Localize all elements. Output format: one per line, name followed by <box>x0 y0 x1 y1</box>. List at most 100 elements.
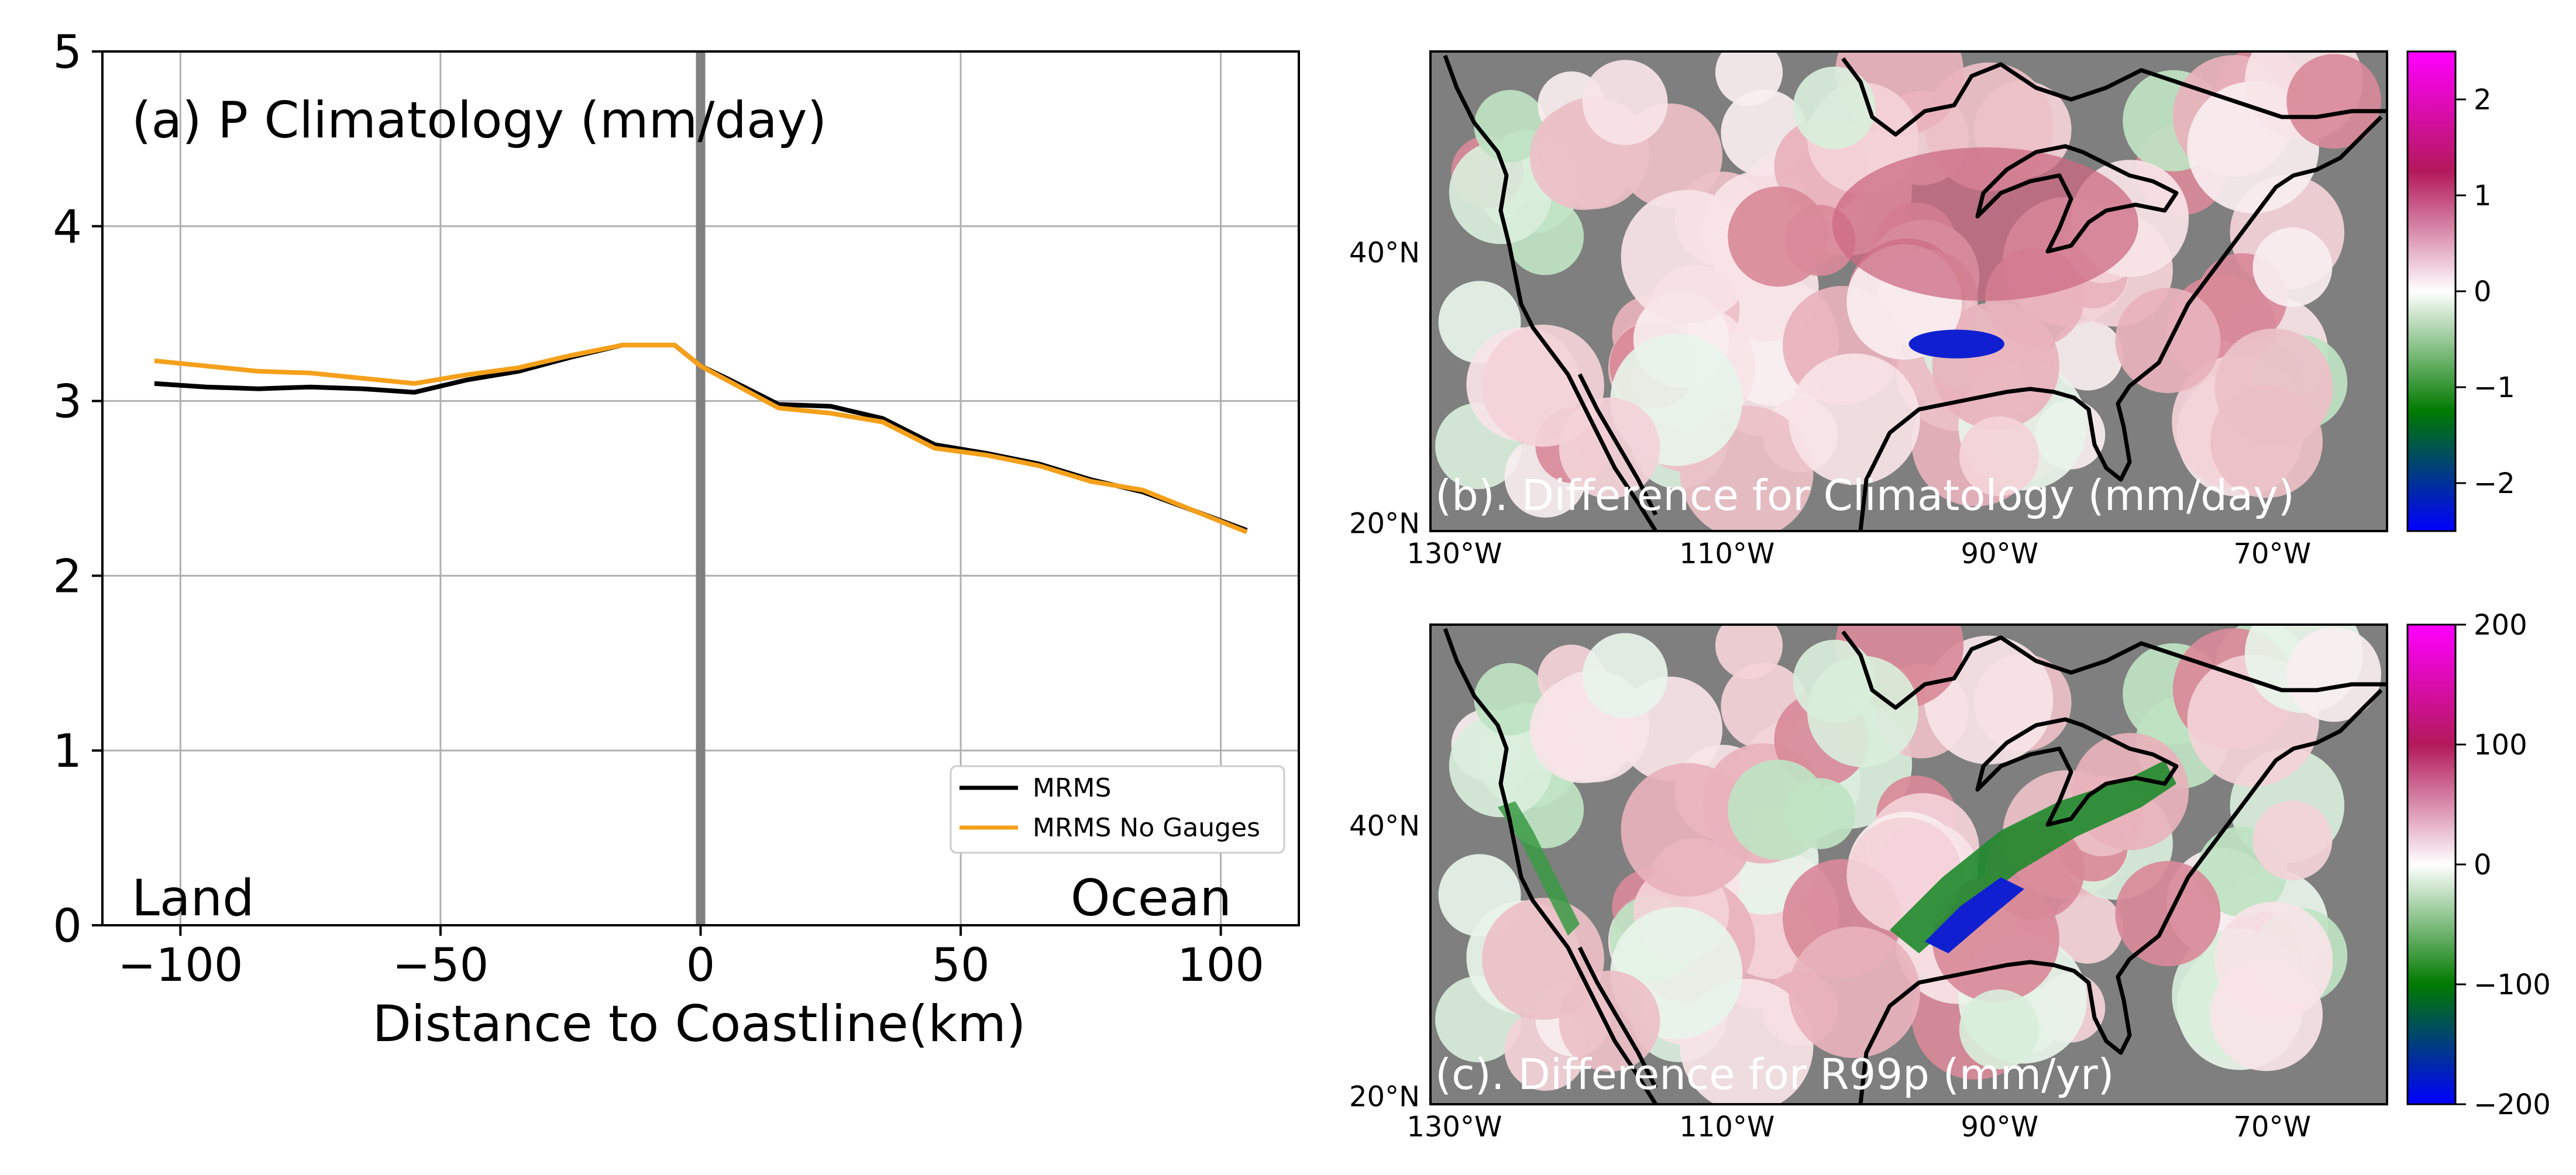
map-c-green-band <box>1890 760 2176 953</box>
precip-anomaly-patch <box>1789 926 1920 1058</box>
colorbar-tick-label: 2 <box>2474 84 2492 116</box>
x-tick-label: 50 <box>931 939 989 992</box>
map-c-title: (c). Difference for R99p (mm/yr) <box>1435 1050 2114 1099</box>
map-c-blue-band <box>1925 877 2024 953</box>
map-c-west-green <box>1498 801 1580 936</box>
colorbar-tick-label: −1 <box>2474 371 2515 404</box>
y-tick-label: 0 <box>53 900 82 953</box>
map-c-coastlines <box>1443 628 2387 1104</box>
y-tick-label: 5 <box>53 26 82 79</box>
precip-anomaly-patch <box>1582 633 1668 719</box>
y-tick-label: 2 <box>53 550 82 603</box>
y-tick-label: 3 <box>53 376 82 429</box>
map-x-tick-label: 70°W <box>2234 1111 2312 1143</box>
legend-box <box>950 765 1285 854</box>
map-x-tick-label: 90°W <box>1961 1111 2039 1143</box>
map-b-y-tick-labels: 40°N 20°N <box>1349 236 1420 540</box>
panel-a-title: (a) P Climatology (mm/day) <box>132 91 827 150</box>
y-tick-label: 4 <box>53 201 82 254</box>
colorbar-tick-label: 200 <box>2474 609 2527 642</box>
x-axis-label: Distance to Coastline(km) <box>373 995 1026 1053</box>
map-x-tick-label: 130°W <box>1406 537 1502 570</box>
map-y-tick-label: 40°N <box>1349 236 1420 269</box>
map-c-gulf-coast <box>1858 688 2383 1104</box>
map-b-baja <box>1577 373 1658 516</box>
precip-anomaly-patch <box>1715 51 1783 106</box>
map-c-great-lakes <box>1975 717 2179 827</box>
map-x-tick-label: 110°W <box>1679 537 1774 570</box>
map-y-tick-label: 20°N <box>1349 1081 1420 1114</box>
colorbar-b <box>2406 50 2457 532</box>
precip-anomaly-patch <box>1959 416 2040 497</box>
map-x-tick-label: 130°W <box>1406 1111 1502 1143</box>
precip-anomaly-patch <box>1715 625 1783 680</box>
colorbar-tick-label: 100 <box>2474 729 2527 761</box>
colorbar-tick-label: 0 <box>2474 849 2492 881</box>
precip-anomaly-patch <box>2286 54 2382 149</box>
precip-anomaly-patch <box>1621 189 1755 323</box>
colorbar-b-ticks: 2 1 0 −1 −2 <box>2455 84 2515 500</box>
legend: MRMS MRMS No Gauges <box>950 765 1285 854</box>
map-b-great-lakes <box>1975 144 2179 254</box>
x-tick-labels: −100 −50 0 50 100 <box>118 925 1264 992</box>
map-b-west-coast <box>1443 54 1657 531</box>
map-c-west-coast <box>1443 628 1657 1104</box>
legend-label-no-gauges: MRMS No Gauges <box>1033 813 1260 843</box>
precip-anomaly-patch <box>2052 893 2123 964</box>
colorbar-tick-label: 1 <box>2474 180 2492 212</box>
y-tick-labels: 0 1 2 3 4 5 <box>53 26 102 953</box>
map-c-x-tick-labels: 130°W 110°W 90°W 70°W <box>1406 1111 2311 1143</box>
precip-anomaly-patch <box>1449 140 1553 244</box>
x-tick-label: 0 <box>686 939 716 992</box>
land-annotation: Land <box>132 869 254 928</box>
map-b-precip-difference-field <box>1435 51 2382 531</box>
panel-b-map: (b). Difference for Climatology (mm/day)… <box>1349 50 2515 570</box>
precip-anomaly-patch <box>2052 320 2123 391</box>
map-b-gulf-coast <box>1858 115 2383 531</box>
panel-c-map: (c). Difference for R99p (mm/yr) 130°W 11… <box>1349 609 2551 1143</box>
precip-anomaly-patch <box>1793 66 1876 150</box>
map-b-canada-border <box>1841 57 2387 137</box>
series-lines <box>154 343 1248 535</box>
precip-anomaly-patch <box>1789 353 1920 485</box>
y-tick-label: 1 <box>53 725 82 778</box>
series-line-mrms-no-gauges <box>154 343 1248 535</box>
map-c-frame <box>1429 623 2388 1105</box>
colorbar-tick-label: −100 <box>2474 969 2551 1001</box>
panel-a-line-chart: −100 −50 0 50 100 0 1 2 3 4 5 (a) P Climatology (… <box>53 26 1300 1053</box>
map-b-coastlines <box>1443 54 2387 531</box>
map-x-tick-label: 70°W <box>2234 537 2312 570</box>
colorbar-tick-label: −2 <box>2474 467 2515 500</box>
x-tick-label: −100 <box>118 939 243 992</box>
precip-anomaly-patch <box>2286 627 2382 722</box>
precip-anomaly-patch <box>2252 800 2333 880</box>
map-y-tick-label: 40°N <box>1349 809 1420 842</box>
negative-anomaly-core <box>1908 329 2004 359</box>
map-b-title: (b). Difference for Climatology (mm/day) <box>1435 471 2295 520</box>
ocean-annotation: Ocean <box>1071 869 1232 928</box>
map-c-baja <box>1577 946 1658 1089</box>
precip-anomaly-patch <box>1728 759 1828 860</box>
legend-label-mrms: MRMS <box>1033 773 1111 803</box>
colorbar-c-ticks: 200 100 0 −100 −200 <box>2455 609 2551 1121</box>
precip-anomaly-patch <box>1449 714 1553 818</box>
map-b-frame <box>1429 50 2388 532</box>
x-tick-label: −50 <box>393 939 489 992</box>
x-tick-label: 100 <box>1177 939 1264 992</box>
map-x-tick-label: 110°W <box>1679 1111 1774 1143</box>
precip-anomaly-patch <box>2214 328 2333 447</box>
map-c-canada-border <box>1841 630 2387 710</box>
precip-anomaly-patch <box>2214 901 2333 1020</box>
map-c-rain-band <box>1498 760 2176 953</box>
map-b-x-tick-labels: 130°W 110°W 90°W 70°W <box>1406 537 2311 570</box>
precip-anomaly-patch <box>1959 989 2040 1070</box>
colorbar-tick-label: 0 <box>2474 275 2492 308</box>
precip-anomaly-patch <box>1582 60 1668 146</box>
map-c-y-tick-labels: 40°N 20°N <box>1349 809 1420 1113</box>
map-y-tick-label: 20°N <box>1349 508 1420 540</box>
positive-anomaly-core <box>1832 147 2138 301</box>
colorbar-c <box>2406 623 2457 1105</box>
map-x-tick-label: 90°W <box>1961 537 2039 570</box>
precip-anomaly-patch <box>1621 763 1755 897</box>
